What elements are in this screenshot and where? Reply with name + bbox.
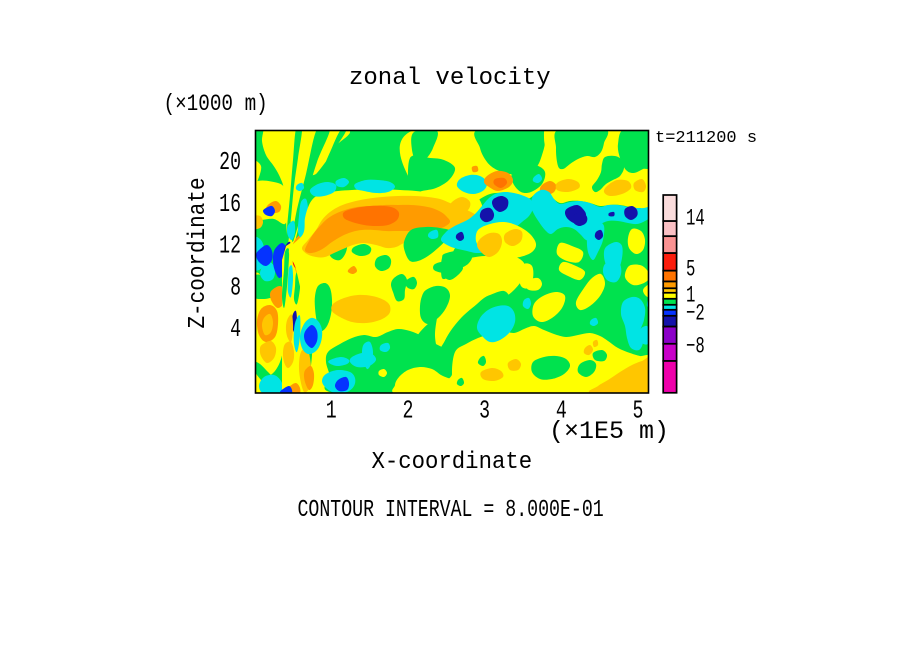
svg-text:zonal velocity: zonal velocity [349,65,551,92]
svg-text:−2: −2 [686,301,705,327]
svg-text:5: 5 [633,396,644,426]
svg-text:20: 20 [219,147,241,177]
svg-text:5: 5 [686,257,695,283]
svg-text:t=211200 s: t=211200 s [655,129,757,148]
svg-text:1: 1 [326,396,337,426]
svg-text:CONTOUR INTERVAL = 8.000E-01: CONTOUR INTERVAL = 8.000E-01 [298,497,604,524]
svg-text:1: 1 [686,283,695,309]
svg-text:4: 4 [556,396,567,426]
svg-text:3: 3 [479,396,490,426]
svg-text:4: 4 [230,314,241,344]
svg-text:Z-coordinate: Z-coordinate [184,177,212,328]
svg-text:14: 14 [686,206,705,232]
svg-text:−8: −8 [686,334,705,360]
svg-text:2: 2 [402,396,413,426]
svg-text:(×1000 m): (×1000 m) [164,92,268,118]
svg-text:8: 8 [230,272,241,302]
svg-text:(×1E5 m): (×1E5 m) [549,417,669,446]
svg-text:X-coordinate: X-coordinate [372,448,533,475]
svg-text:12: 12 [219,231,241,261]
svg-text:16: 16 [219,189,241,219]
